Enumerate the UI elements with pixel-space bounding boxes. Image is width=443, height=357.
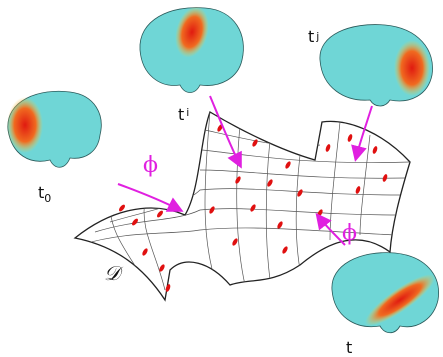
- node-label: t: [346, 338, 352, 357]
- arrow-label: ϕ: [342, 221, 357, 246]
- node-label: t0: [38, 183, 51, 205]
- surface-label: 𝒟: [104, 261, 124, 285]
- arrow-label: ϕ: [143, 153, 158, 178]
- diagram: t0 ti tj t ϕ ϕ 𝒟: [0, 0, 443, 357]
- brain-tj: [320, 25, 433, 106]
- brain-t0: [7, 91, 101, 167]
- brain-t: [332, 253, 441, 333]
- brain-ti: [140, 3, 244, 93]
